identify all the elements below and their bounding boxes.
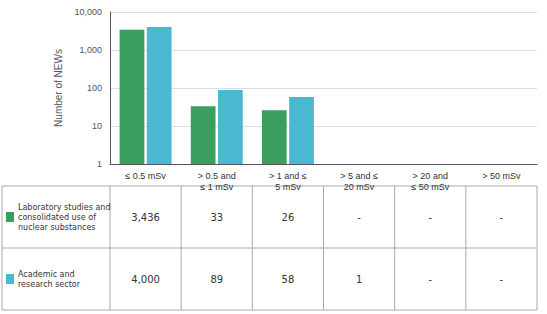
- svg-text:> 50 mSv: > 50 mSv: [482, 171, 521, 181]
- svg-text:Number of NEWs: Number of NEWs: [53, 49, 64, 127]
- svg-text:consolidated use of: consolidated use of: [18, 213, 96, 222]
- svg-text:1,000: 1,000: [79, 45, 102, 55]
- svg-text:100: 100: [87, 83, 102, 93]
- svg-text:1: 1: [356, 274, 362, 285]
- svg-text:3,436: 3,436: [131, 212, 160, 223]
- svg-text:89: 89: [210, 274, 223, 285]
- svg-text:5 mSv: 5 mSv: [275, 182, 301, 192]
- svg-text:10: 10: [92, 121, 102, 131]
- svg-text:-: -: [357, 212, 361, 223]
- svg-text:4,000: 4,000: [131, 274, 160, 285]
- svg-text:> 0.5 and: > 0.5 and: [198, 171, 236, 181]
- svg-text:33: 33: [210, 212, 223, 223]
- svg-text:26: 26: [282, 212, 295, 223]
- svg-text:1: 1: [97, 159, 102, 169]
- svg-text:-: -: [428, 274, 432, 285]
- svg-text:nuclear substances: nuclear substances: [18, 223, 96, 232]
- svg-text:> 1 and ≤: > 1 and ≤: [269, 171, 307, 181]
- svg-text:10,000: 10,000: [74, 7, 102, 17]
- svg-text:> 5 and ≤: > 5 and ≤: [340, 171, 378, 181]
- svg-text:≤ 1 mSv: ≤ 1 mSv: [200, 182, 233, 192]
- svg-text:-: -: [500, 274, 504, 285]
- svg-text:≤ 0.5 mSv: ≤ 0.5 mSv: [125, 171, 166, 181]
- svg-text:Academic and: Academic and: [18, 270, 75, 279]
- svg-text:-: -: [500, 212, 504, 223]
- svg-text:research sector: research sector: [18, 280, 81, 289]
- svg-text:-: -: [428, 212, 432, 223]
- svg-text:Laboratory studies and: Laboratory studies and: [18, 203, 110, 212]
- svg-text:58: 58: [282, 274, 295, 285]
- svg-text:> 20 and: > 20 and: [413, 171, 448, 181]
- svg-text:≤ 50 mSv: ≤ 50 mSv: [411, 182, 449, 192]
- svg-text:20 mSv: 20 mSv: [344, 182, 375, 192]
